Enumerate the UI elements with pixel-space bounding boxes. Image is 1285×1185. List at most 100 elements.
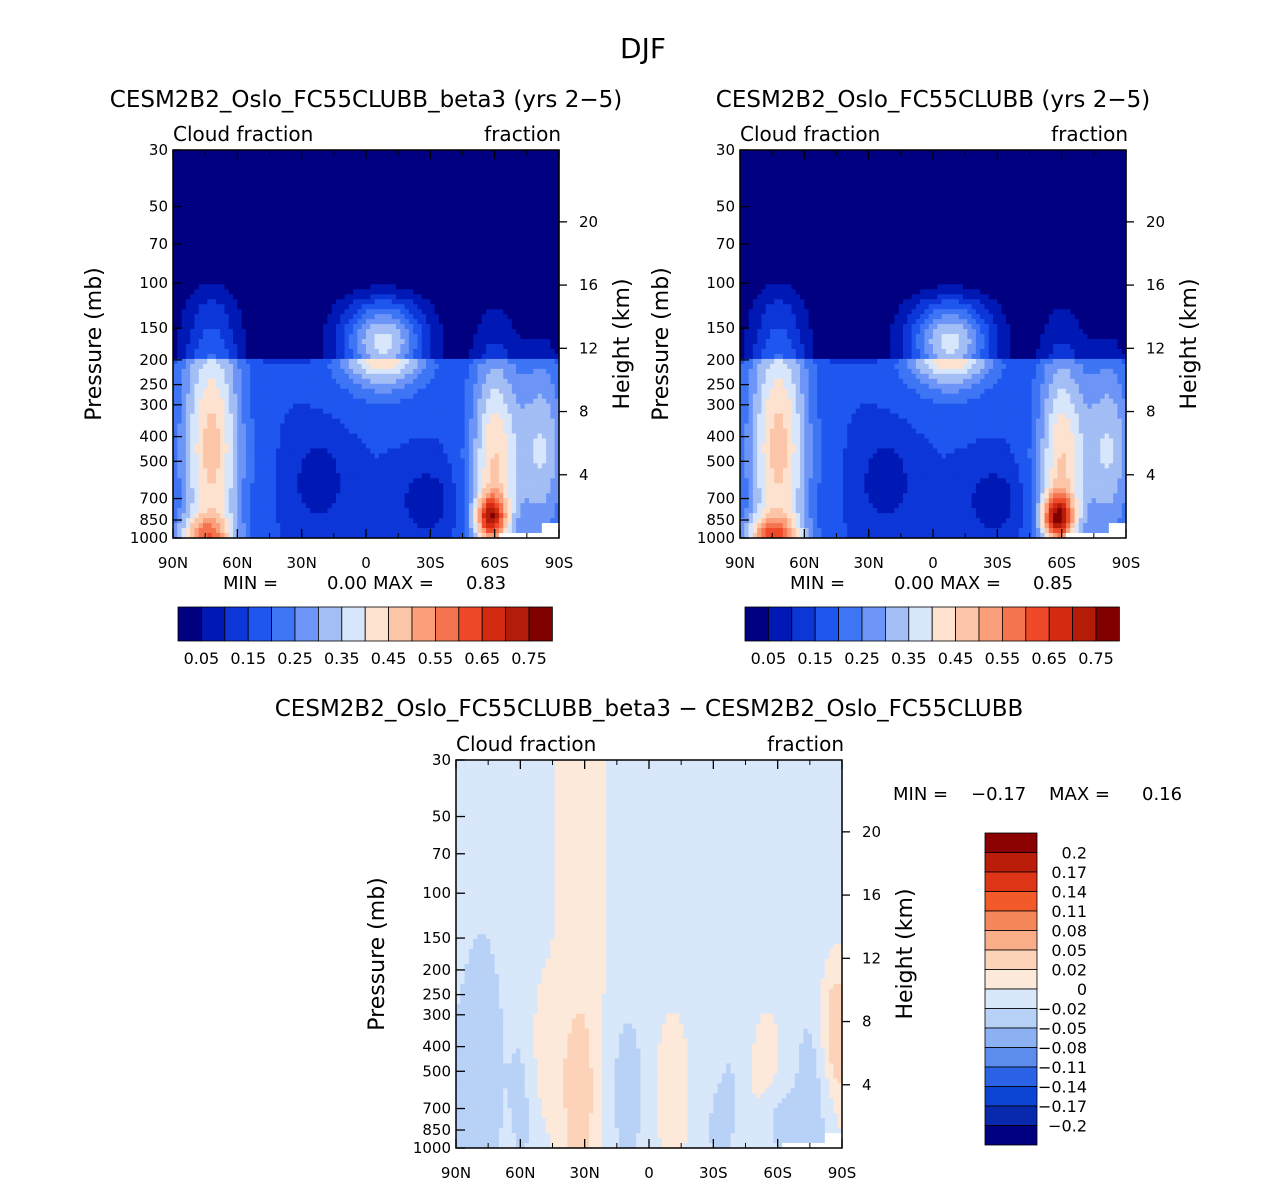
field-cell <box>345 235 350 241</box>
field-cell <box>340 299 345 305</box>
field-cell <box>409 289 414 295</box>
field-cell <box>452 259 457 265</box>
field-cell <box>469 150 474 156</box>
field-cell <box>370 309 375 315</box>
field-cell <box>447 289 452 295</box>
field-cell <box>285 185 290 191</box>
field-cell <box>520 225 525 231</box>
field-cell <box>345 175 350 181</box>
field-cell <box>207 185 212 191</box>
field-cell <box>430 374 435 380</box>
field-cell <box>396 259 401 265</box>
field-cell <box>194 379 199 385</box>
field-cell <box>469 195 474 201</box>
field-cell <box>220 384 225 390</box>
field-cell <box>478 399 483 405</box>
field-cell <box>315 190 320 196</box>
field-cell <box>370 175 375 181</box>
field-cell <box>212 409 217 415</box>
field-cell <box>469 230 474 236</box>
field-cell <box>194 165 199 171</box>
field-cell <box>405 304 410 310</box>
field-cell <box>546 259 551 265</box>
field-cell <box>550 269 555 275</box>
field-cell <box>186 225 191 231</box>
field-cell <box>542 195 547 201</box>
field-cell <box>237 279 242 285</box>
field-cell <box>396 324 401 330</box>
field-cell <box>186 235 191 241</box>
field-cell <box>430 369 435 375</box>
field-cell <box>533 339 538 345</box>
field-cell <box>366 210 371 216</box>
field-cell <box>302 379 307 385</box>
field-cell <box>379 160 384 166</box>
field-cell <box>538 339 543 345</box>
field-cell <box>203 195 208 201</box>
field-cell <box>267 404 272 410</box>
field-cell <box>456 259 461 265</box>
field-cell <box>319 414 324 420</box>
field-cell <box>323 299 328 305</box>
field-cell <box>203 319 208 325</box>
field-cell <box>456 299 461 305</box>
field-cell <box>177 230 182 236</box>
field-cell <box>469 324 474 330</box>
field-cell <box>190 419 195 425</box>
field-cell <box>319 299 324 305</box>
field-cell <box>276 374 281 380</box>
field-cell <box>473 215 478 221</box>
field-cell <box>499 339 504 345</box>
field-cell <box>400 359 405 365</box>
field-cell <box>224 369 229 375</box>
field-cell <box>345 289 350 295</box>
field-cell <box>353 170 358 176</box>
field-cell <box>212 235 217 241</box>
field-cell <box>439 279 444 285</box>
field-cell <box>280 409 285 415</box>
field-cell <box>190 374 195 380</box>
field-cell <box>327 359 332 365</box>
field-cell <box>529 294 534 300</box>
field-cell <box>323 304 328 310</box>
field-cell <box>473 374 478 380</box>
field-cell <box>366 254 371 260</box>
field-cell <box>306 249 311 255</box>
field-cell <box>512 399 517 405</box>
field-cell <box>443 324 448 330</box>
field-cell <box>233 424 238 430</box>
field-cell <box>533 364 538 370</box>
field-cell <box>405 329 410 335</box>
field-cell <box>263 289 268 295</box>
field-cell <box>490 200 495 206</box>
field-cell <box>246 389 251 395</box>
field-cell <box>550 324 555 330</box>
field-cell <box>426 284 431 290</box>
field-cell <box>362 354 367 360</box>
field-cell <box>482 235 487 241</box>
field-cell <box>370 150 375 156</box>
field-cell <box>396 384 401 390</box>
field-cell <box>375 389 380 395</box>
field-cell <box>469 254 474 260</box>
field-cell <box>203 215 208 221</box>
field-cell <box>323 324 328 330</box>
field-cell <box>452 190 457 196</box>
field-cell <box>422 185 427 191</box>
field-cell <box>400 344 405 350</box>
field-cell <box>323 364 328 370</box>
field-cell <box>383 379 388 385</box>
field-cell <box>242 344 247 350</box>
field-cell <box>370 259 375 265</box>
field-cell <box>353 274 358 280</box>
field-cell <box>276 364 281 370</box>
field-cell <box>327 399 332 405</box>
field-cell <box>220 334 225 340</box>
field-cell <box>319 150 324 156</box>
field-cell <box>250 379 255 385</box>
field-cell <box>263 409 268 415</box>
field-cell <box>285 205 290 211</box>
field-cell <box>246 249 251 255</box>
field-cell <box>439 215 444 221</box>
field-cell <box>546 230 551 236</box>
